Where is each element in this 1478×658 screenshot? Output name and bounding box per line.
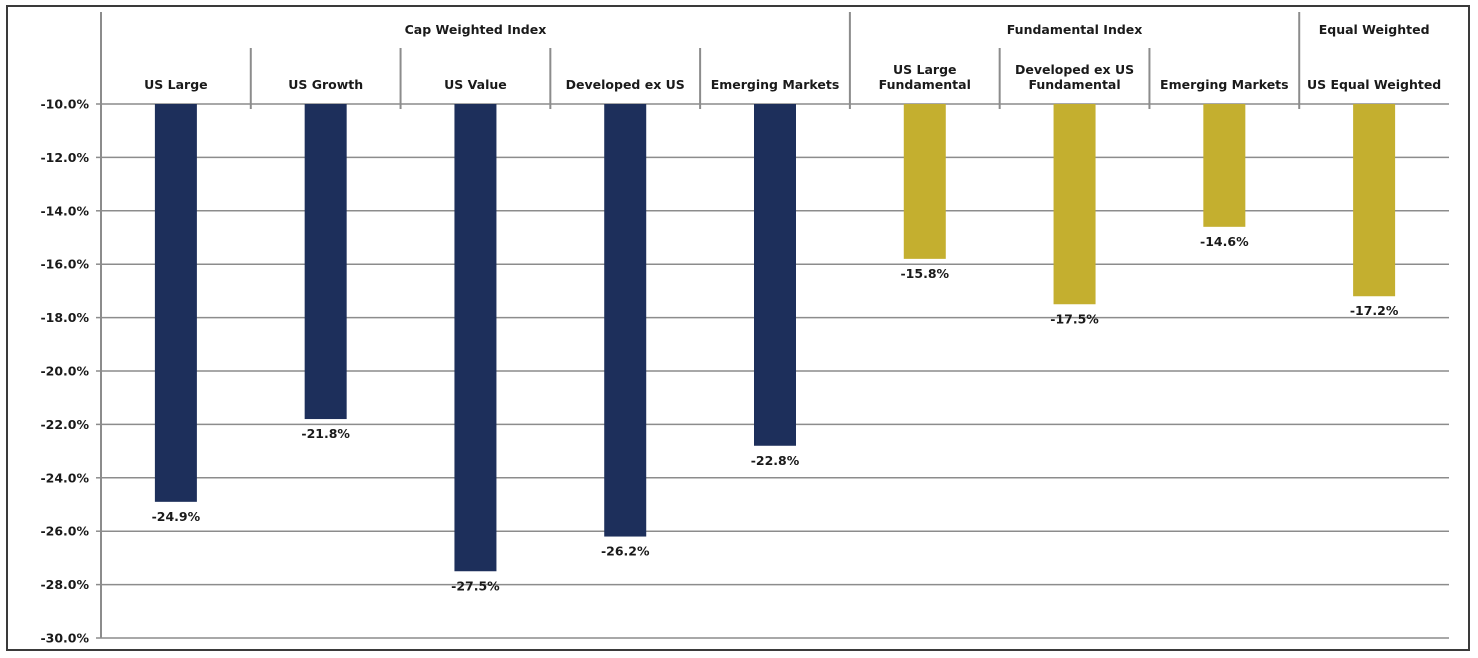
group-label: Fundamental Index xyxy=(1007,22,1143,37)
category-label: Fundamental xyxy=(1028,77,1120,92)
category-label: US Value xyxy=(444,77,507,92)
category-label: Fundamental xyxy=(879,77,971,92)
y-tick-label: -22.0% xyxy=(40,417,89,432)
bar xyxy=(304,104,347,420)
group-label: Equal Weighted xyxy=(1319,22,1430,37)
y-tick-label: -24.0% xyxy=(40,470,89,485)
category-label: Emerging Markets xyxy=(711,77,840,92)
y-tick-label: -12.0% xyxy=(40,150,89,165)
data-label: -22.8% xyxy=(751,453,800,468)
bar xyxy=(1053,104,1096,305)
y-tick-label: -10.0% xyxy=(40,97,89,112)
bar xyxy=(154,104,197,502)
category-label: US Equal Weighted xyxy=(1307,77,1441,92)
data-label: -15.8% xyxy=(900,266,949,281)
data-label: -21.8% xyxy=(301,426,350,441)
bar xyxy=(1353,104,1396,297)
category-label: US Large xyxy=(144,77,208,92)
y-tick-label: -30.0% xyxy=(40,631,89,646)
category-label: Emerging Markets xyxy=(1160,77,1289,92)
y-tick-label: -18.0% xyxy=(40,310,89,325)
data-label: -24.9% xyxy=(152,509,201,524)
group-label: Cap Weighted Index xyxy=(405,22,547,37)
bar xyxy=(1203,104,1246,227)
y-tick-label: -16.0% xyxy=(40,257,89,272)
data-label: -27.5% xyxy=(451,578,500,593)
data-label: -17.5% xyxy=(1050,311,1099,326)
category-label: US Growth xyxy=(288,77,363,92)
category-label: US Large xyxy=(893,62,957,77)
bar xyxy=(454,104,497,572)
y-tick-label: -14.0% xyxy=(40,203,89,218)
y-tick-label: -20.0% xyxy=(40,364,89,379)
data-label: -14.6% xyxy=(1200,234,1249,249)
data-label: -17.2% xyxy=(1350,303,1399,318)
data-label: -26.2% xyxy=(601,544,650,559)
bar xyxy=(903,104,946,259)
y-tick-label: -28.0% xyxy=(40,577,89,592)
y-tick-label: -26.0% xyxy=(40,524,89,539)
bar xyxy=(754,104,796,446)
bar xyxy=(604,104,647,537)
category-label: Developed ex US xyxy=(1015,62,1134,77)
category-label: Developed ex US xyxy=(566,77,685,92)
